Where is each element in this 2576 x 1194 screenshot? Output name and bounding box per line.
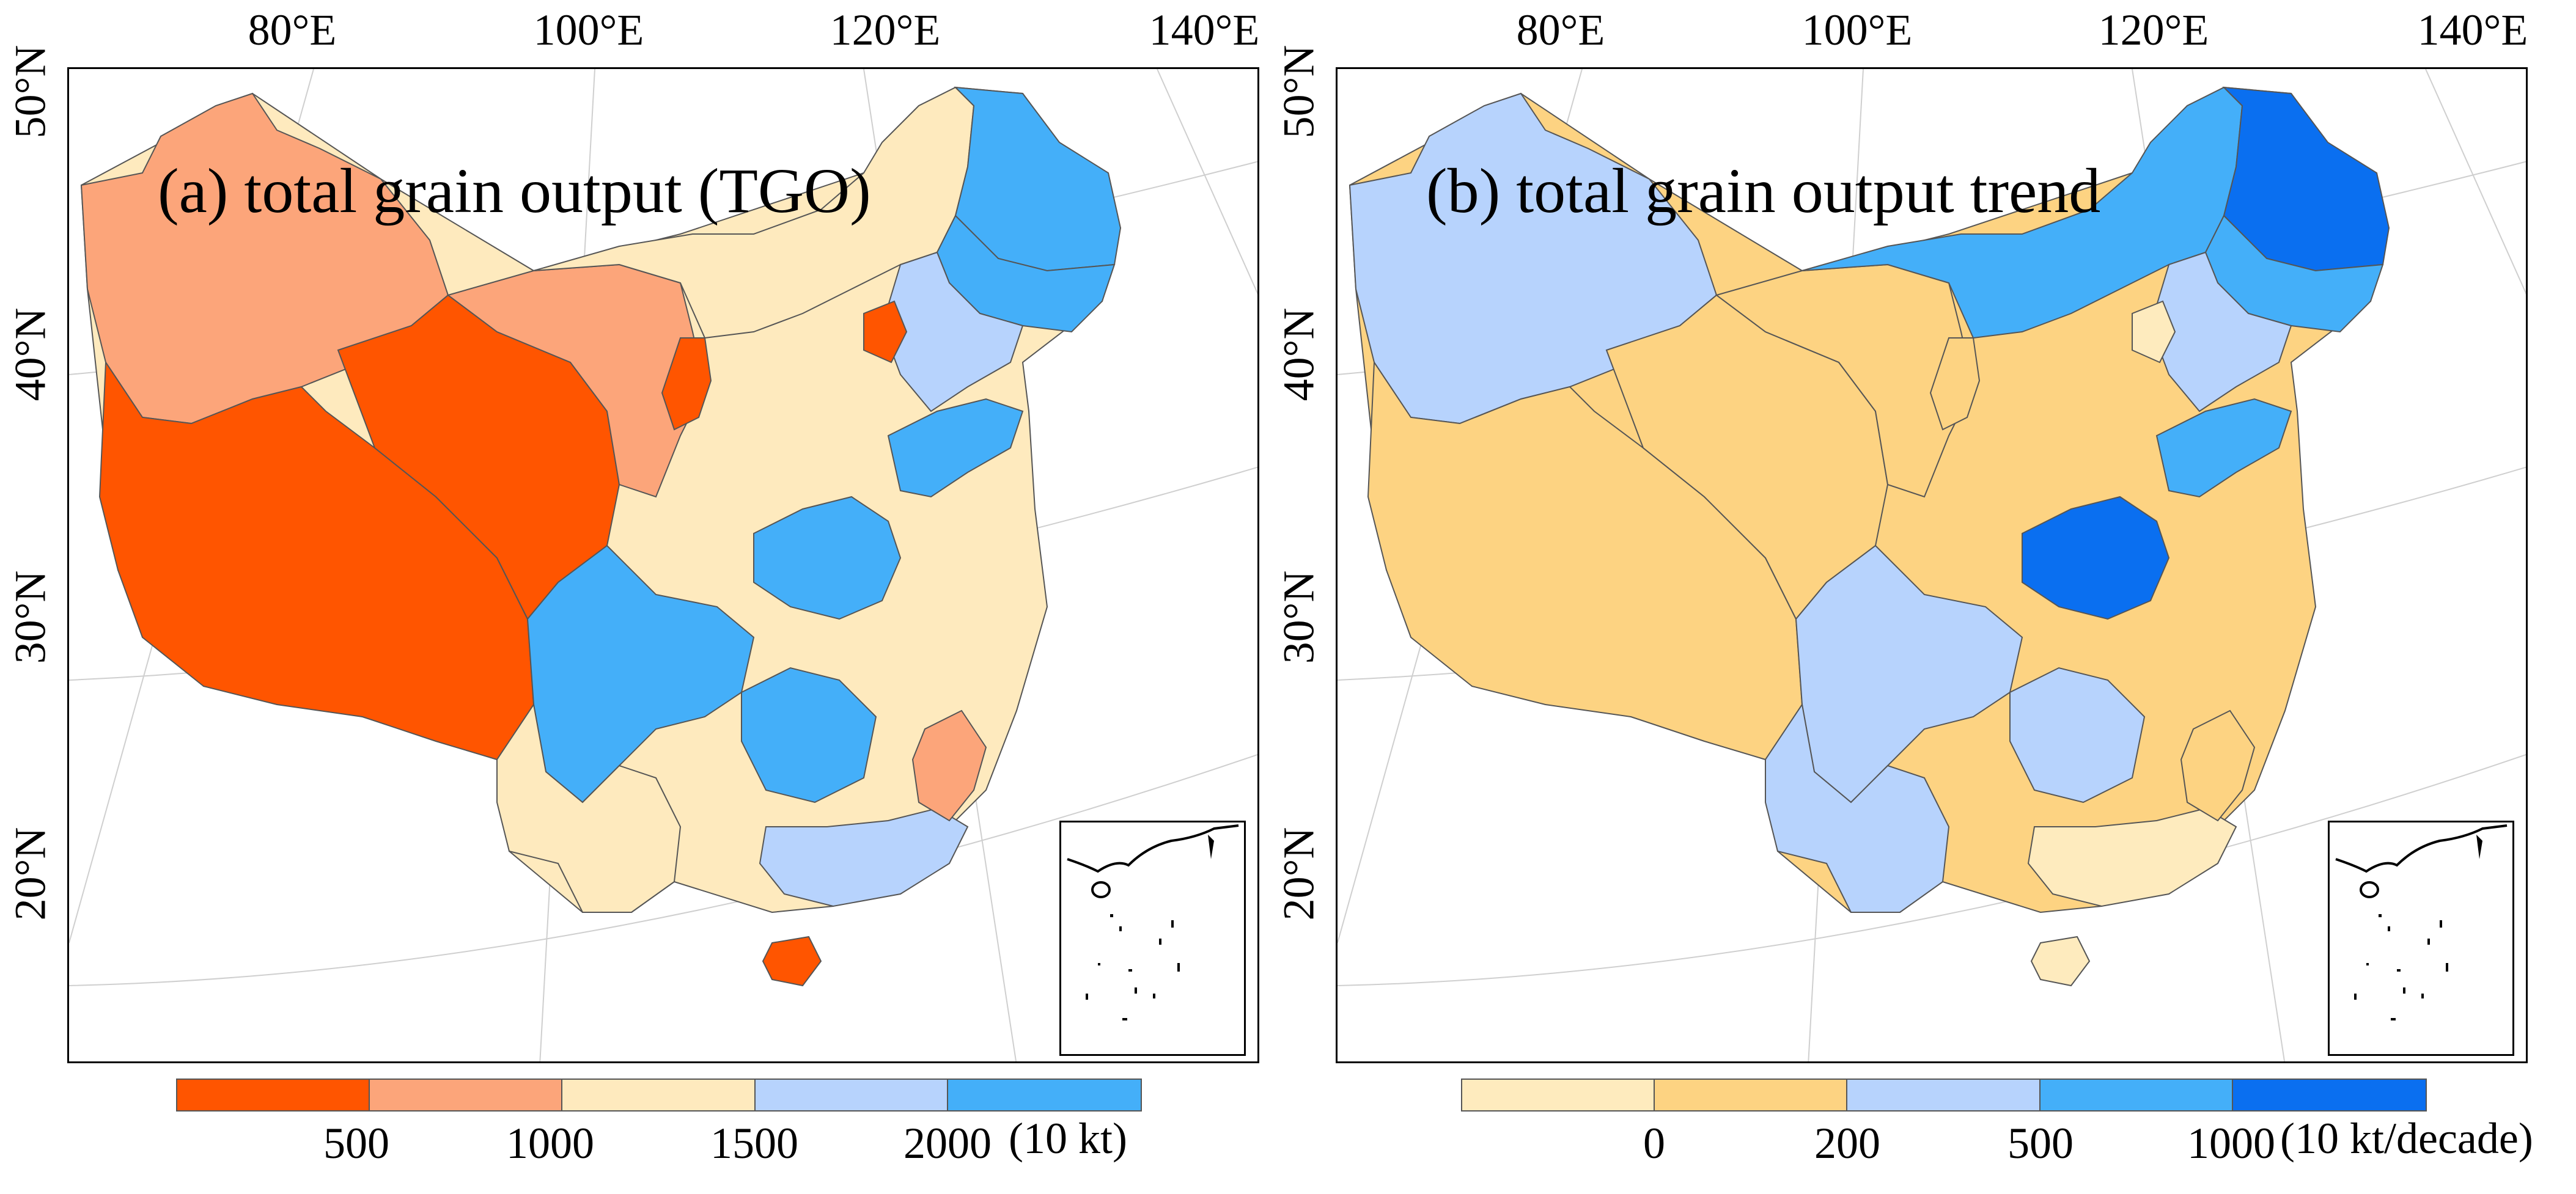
legend-swatch xyxy=(1462,1080,1655,1110)
province-hainan xyxy=(2030,936,2091,987)
legend-unit: (10 kt/decade) xyxy=(2280,1114,2533,1163)
province-liaoning xyxy=(2149,251,2292,412)
province-yunnan xyxy=(496,703,682,913)
legend-swatch xyxy=(755,1080,948,1110)
province-hainan xyxy=(762,936,822,987)
province-hunan xyxy=(2009,667,2146,804)
province-ningxia xyxy=(661,337,712,431)
legend-swatch xyxy=(2232,1080,2426,1110)
legend-swatch xyxy=(562,1080,756,1110)
south-china-sea-inset xyxy=(2328,821,2514,1056)
province-henan xyxy=(753,496,902,620)
lon-label-80: 80°E xyxy=(248,5,337,54)
legend-swatch xyxy=(2040,1080,2233,1110)
lon-label-140: 140°E xyxy=(1149,5,1260,54)
province-beijing xyxy=(863,300,908,364)
lon-label-120: 120°E xyxy=(830,5,941,54)
legend-tick: 200 xyxy=(1814,1119,1880,1168)
map-frame: (b) total grain output trend xyxy=(1336,67,2528,1063)
province-shandong xyxy=(2155,398,2292,498)
lon-label-140: 140°E xyxy=(2417,5,2528,54)
panel-title: (a) total grain output (TGO) xyxy=(158,156,871,226)
legend-swatch xyxy=(370,1080,563,1110)
lon-label-120: 120°E xyxy=(2098,5,2209,54)
panel-trend: 80°E 100°E 120°E 140°E 50°N 40°N 30°N 20… xyxy=(1274,5,2533,1168)
inset-map xyxy=(1067,824,1239,1020)
legend-swatch xyxy=(1847,1080,2041,1110)
province-hunan xyxy=(741,667,877,804)
province-beijing xyxy=(2132,300,2176,364)
legend-tick: 2000 xyxy=(903,1119,992,1168)
panel-tgo: 80°E 100°E 120°E 140°E 50°N 40°N 30°N 20… xyxy=(0,0,1271,1194)
province-regions xyxy=(80,86,1122,987)
lon-label-100: 100°E xyxy=(533,5,644,54)
province-guangdong xyxy=(759,807,969,907)
panel-title: (b) total grain output trend xyxy=(1426,156,2101,226)
legend-bar xyxy=(1461,1079,2427,1112)
legend-swatch xyxy=(177,1080,370,1110)
province-shandong xyxy=(887,398,1024,498)
legend-tick: 1000 xyxy=(2187,1119,2275,1168)
map-frame: (a) total grain output (TGO) xyxy=(67,67,1259,1063)
lon-label-100: 100°E xyxy=(1801,5,1913,54)
china-map-tgo xyxy=(69,69,1257,1061)
province-fujian xyxy=(2180,709,2256,822)
legend-swatch xyxy=(948,1080,1141,1110)
china-map-trend xyxy=(1338,69,2526,1061)
legend-unit: (10 kt) xyxy=(1009,1114,1127,1163)
province-ningxia xyxy=(1929,337,1981,431)
province-henan xyxy=(2022,496,2170,620)
inset-map xyxy=(2335,824,2508,1020)
legend-swatch xyxy=(1655,1080,1848,1110)
legend-tick: 500 xyxy=(323,1119,389,1168)
legend-tick: 1500 xyxy=(710,1119,798,1168)
legend-bar xyxy=(176,1079,1142,1112)
lon-label-80: 80°E xyxy=(1516,5,1605,54)
province-regions xyxy=(1349,86,2390,987)
legend-tick: 500 xyxy=(2007,1119,2074,1168)
legend-tick: 0 xyxy=(1643,1119,1665,1168)
legend-tick: 1000 xyxy=(506,1119,594,1168)
province-fujian xyxy=(911,709,987,822)
province-liaoning xyxy=(881,251,1024,412)
province-yunnan xyxy=(1765,703,1950,913)
south-china-sea-inset xyxy=(1059,821,1246,1056)
province-guangdong xyxy=(2027,807,2237,907)
